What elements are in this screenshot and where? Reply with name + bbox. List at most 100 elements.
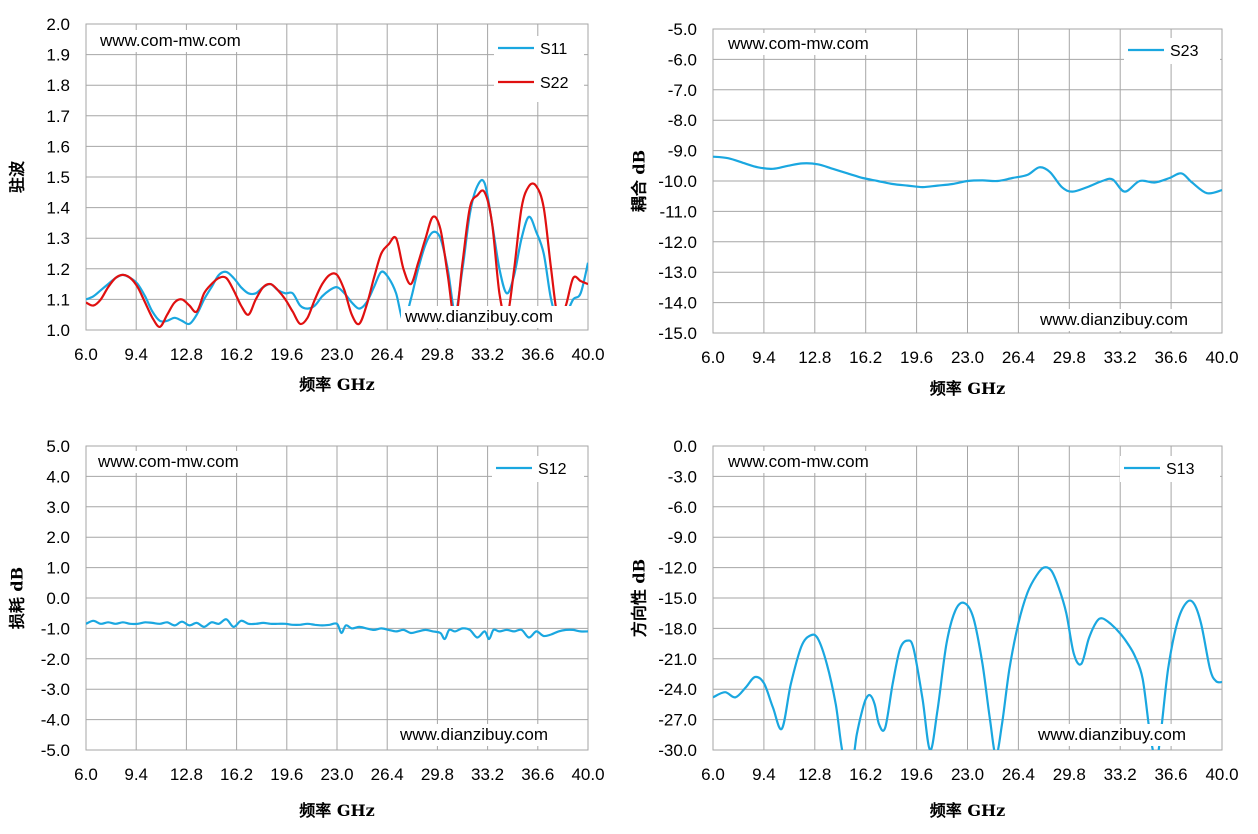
y-tick-label: 2.0 bbox=[46, 15, 70, 34]
legend-label-s12: S12 bbox=[538, 461, 567, 478]
y-tick-label: -9.0 bbox=[668, 528, 697, 547]
x-tick-label: 9.4 bbox=[752, 348, 776, 367]
x-tick-label: 6.0 bbox=[74, 345, 98, 364]
y-tick-label: -12.0 bbox=[658, 559, 697, 578]
x-tick-label: 9.4 bbox=[752, 765, 776, 784]
watermark-com-mw: www.com-mw.com bbox=[97, 452, 239, 471]
x-tick-label: 40.0 bbox=[571, 765, 604, 784]
x-tick-label: 40.0 bbox=[1205, 765, 1238, 784]
x-tick-label: 16.2 bbox=[220, 765, 253, 784]
x-axis-title: 频率 GHz bbox=[930, 379, 1005, 398]
series-line-s12 bbox=[86, 618, 588, 641]
y-tick-label: 1.6 bbox=[46, 137, 70, 156]
x-tick-label: 16.2 bbox=[849, 348, 882, 367]
y-tick-label: 1.2 bbox=[46, 260, 70, 279]
watermark-dianzibuy: www.dianzibuy.com bbox=[404, 307, 553, 326]
x-tick-label: 36.6 bbox=[1155, 765, 1188, 784]
x-tick-label: 12.8 bbox=[170, 765, 203, 784]
plot-frame bbox=[85, 23, 589, 331]
x-tick-label: 33.2 bbox=[471, 765, 504, 784]
y-axis-title: 损耗 dB bbox=[8, 567, 27, 629]
x-tick-label: 29.8 bbox=[1053, 765, 1086, 784]
x-tick-label: 33.2 bbox=[1104, 348, 1137, 367]
y-tick-label: 3.0 bbox=[46, 498, 70, 517]
x-axis-title: 频率 GHz bbox=[299, 801, 374, 820]
y-tick-label: -7.0 bbox=[668, 81, 697, 100]
x-tick-label: 40.0 bbox=[1205, 348, 1238, 367]
x-tick-label: 6.0 bbox=[701, 765, 725, 784]
plot-frame bbox=[712, 445, 1223, 751]
watermark-bg bbox=[96, 30, 268, 52]
y-axis-title: 耦合 dB bbox=[630, 150, 649, 212]
y-tick-label: -27.0 bbox=[658, 711, 697, 730]
watermark-com-mw: www.com-mw.com bbox=[727, 34, 869, 53]
x-tick-label: 19.6 bbox=[900, 765, 933, 784]
x-tick-label: 16.2 bbox=[220, 345, 253, 364]
y-tick-label: -24.0 bbox=[658, 680, 697, 699]
y-tick-label: -3.0 bbox=[668, 467, 697, 486]
watermark-dianzibuy: www.dianzibuy.com bbox=[1039, 310, 1188, 329]
y-tick-label: -8.0 bbox=[668, 111, 697, 130]
x-tick-label: 9.4 bbox=[124, 765, 148, 784]
x-tick-label: 12.8 bbox=[798, 765, 831, 784]
x-tick-label: 36.6 bbox=[521, 765, 554, 784]
y-tick-label: 1.0 bbox=[46, 321, 70, 340]
watermark-com-mw: www.com-mw.com bbox=[727, 452, 869, 471]
x-tick-label: 12.8 bbox=[798, 348, 831, 367]
x-tick-label: 33.2 bbox=[471, 345, 504, 364]
watermark-bg bbox=[401, 306, 579, 328]
x-tick-label: 12.8 bbox=[170, 345, 203, 364]
chart-vswr: 6.0 9.4 12.8 16.2 19.6 23.0 26.4 29.8 33.2 36.6 40… bbox=[8, 15, 605, 394]
x-tick-label: 23.0 bbox=[951, 348, 984, 367]
watermark-dianzibuy: www.dianzibuy.com bbox=[1037, 725, 1186, 744]
y-tick-label: 4.0 bbox=[46, 467, 70, 486]
y-tick-label: -10.0 bbox=[658, 172, 697, 191]
legend-label-s22: S22 bbox=[540, 75, 569, 92]
y-tick-label: -3.0 bbox=[41, 680, 70, 699]
x-tick-label: 29.8 bbox=[1053, 348, 1086, 367]
y-tick-label: 1.9 bbox=[46, 46, 70, 65]
y-axis-title: 方向性 dB bbox=[630, 559, 649, 637]
series-line-s23 bbox=[713, 155, 1222, 195]
x-tick-label: 9.4 bbox=[124, 345, 148, 364]
x-tick-label: 23.0 bbox=[320, 345, 353, 364]
x-tick-label: 6.0 bbox=[74, 765, 98, 784]
y-tick-label: 1.7 bbox=[46, 107, 70, 126]
x-axis-title: 频率 GHz bbox=[930, 801, 1005, 820]
x-tick-label: 26.4 bbox=[371, 765, 404, 784]
y-tick-label: -30.0 bbox=[658, 741, 697, 760]
y-tick-label: -13.0 bbox=[658, 263, 697, 282]
y-tick-label: -4.0 bbox=[41, 711, 70, 730]
y-tick-label: -11.0 bbox=[660, 202, 698, 221]
watermark-bg bbox=[1034, 724, 1212, 746]
x-tick-label: 19.6 bbox=[900, 348, 933, 367]
y-tick-label: 0.0 bbox=[46, 589, 70, 608]
x-tick-label: 26.4 bbox=[1002, 765, 1035, 784]
x-tick-label: 36.6 bbox=[521, 345, 554, 364]
y-tick-label: 1.3 bbox=[46, 229, 70, 248]
x-tick-label: 29.8 bbox=[421, 345, 454, 364]
x-tick-label: 33.2 bbox=[1104, 765, 1137, 784]
chart-directivity: 6.0 9.4 12.8 16.2 19.6 23.0 26.4 29.8 33.2 36.6 40… bbox=[630, 437, 1239, 820]
x-tick-label: 23.0 bbox=[320, 765, 353, 784]
plot-frame bbox=[85, 445, 589, 751]
y-tick-label: 1.4 bbox=[46, 199, 70, 218]
chart-coupling: 6.0 9.4 12.8 16.2 19.6 23.0 26.4 29.8 33.2 36.6 40… bbox=[630, 20, 1239, 398]
x-tick-label: 6.0 bbox=[701, 348, 725, 367]
plot-frame bbox=[712, 28, 1223, 334]
y-tick-label: -1.0 bbox=[41, 619, 70, 638]
x-tick-label: 19.6 bbox=[270, 345, 303, 364]
watermark-bg bbox=[724, 33, 896, 55]
y-tick-label: -15.0 bbox=[658, 324, 697, 343]
x-tick-label: 29.8 bbox=[421, 765, 454, 784]
x-axis-title: 频率 GHz bbox=[299, 375, 374, 394]
legend-box bbox=[494, 36, 584, 102]
legend-label-s11: S11 bbox=[540, 41, 567, 58]
y-tick-label: 1.5 bbox=[46, 168, 70, 187]
watermark-bg bbox=[94, 451, 266, 473]
y-tick-label: 2.0 bbox=[46, 528, 70, 547]
watermark-dianzibuy: www.dianzibuy.com bbox=[399, 725, 548, 744]
y-tick-label: -2.0 bbox=[41, 650, 70, 669]
y-tick-label: -6.0 bbox=[668, 50, 697, 69]
